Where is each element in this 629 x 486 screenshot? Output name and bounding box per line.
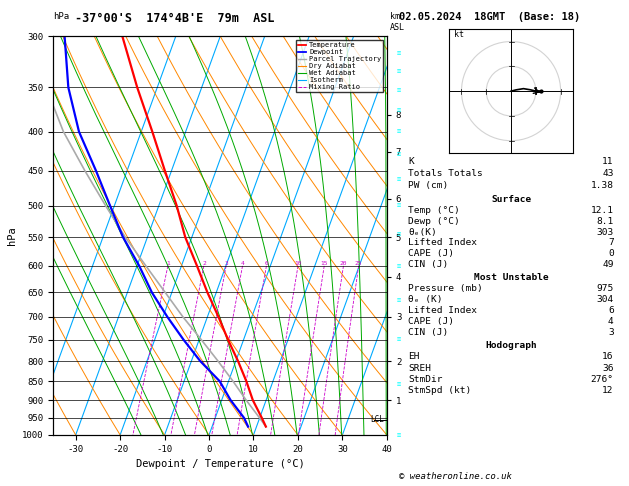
Text: 6: 6 <box>265 261 269 266</box>
Text: 276°: 276° <box>591 375 614 384</box>
Text: 12: 12 <box>603 386 614 395</box>
Text: ≡: ≡ <box>396 203 401 208</box>
Text: 0: 0 <box>608 249 614 258</box>
Y-axis label: hPa: hPa <box>7 226 17 245</box>
Text: Lifted Index: Lifted Index <box>408 238 477 247</box>
Text: ≡: ≡ <box>396 129 401 135</box>
Text: 36: 36 <box>603 364 614 373</box>
Text: ≡: ≡ <box>396 381 401 387</box>
Text: ≡: ≡ <box>396 176 401 182</box>
Text: 3: 3 <box>225 261 228 266</box>
Text: ≡: ≡ <box>396 107 401 113</box>
Text: LCL: LCL <box>370 415 384 424</box>
X-axis label: Dewpoint / Temperature (°C): Dewpoint / Temperature (°C) <box>136 459 304 469</box>
Text: 4: 4 <box>608 317 614 326</box>
Text: CAPE (J): CAPE (J) <box>408 317 454 326</box>
Legend: Temperature, Dewpoint, Parcel Trajectory, Dry Adiabat, Wet Adiabat, Isotherm, Mi: Temperature, Dewpoint, Parcel Trajectory… <box>296 40 383 92</box>
Text: 975: 975 <box>596 284 614 293</box>
Text: θₑ(K): θₑ(K) <box>408 227 437 237</box>
Text: PW (cm): PW (cm) <box>408 181 448 191</box>
Text: 10: 10 <box>294 261 302 266</box>
Text: ≡: ≡ <box>396 231 401 237</box>
Text: 7: 7 <box>608 238 614 247</box>
Text: 12.1: 12.1 <box>591 206 614 215</box>
Text: ≡: ≡ <box>396 51 401 56</box>
Text: CIN (J): CIN (J) <box>408 260 448 269</box>
Text: hPa: hPa <box>53 12 70 21</box>
Text: © weatheronline.co.uk: © weatheronline.co.uk <box>399 472 512 481</box>
Text: θₑ (K): θₑ (K) <box>408 295 443 304</box>
Text: -37°00'S  174°4B'E  79m  ASL: -37°00'S 174°4B'E 79m ASL <box>75 12 275 25</box>
Text: 8.1: 8.1 <box>596 217 614 226</box>
Text: EH: EH <box>408 352 420 362</box>
Text: 6: 6 <box>608 306 614 315</box>
Text: ≡: ≡ <box>396 263 401 269</box>
Text: Temp (°C): Temp (°C) <box>408 206 460 215</box>
Text: ≡: ≡ <box>396 432 401 438</box>
Text: 4: 4 <box>241 261 245 266</box>
Text: Surface: Surface <box>491 195 531 204</box>
Text: Most Unstable: Most Unstable <box>474 273 548 282</box>
Text: Lifted Index: Lifted Index <box>408 306 477 315</box>
Text: 1.38: 1.38 <box>591 181 614 191</box>
Text: kt: kt <box>454 30 464 38</box>
Text: 11: 11 <box>603 157 614 166</box>
Text: Totals Totals: Totals Totals <box>408 169 483 178</box>
Text: ≡: ≡ <box>396 87 401 93</box>
Text: ≡: ≡ <box>396 337 401 343</box>
Text: 43: 43 <box>603 169 614 178</box>
Text: km
ASL: km ASL <box>390 12 405 32</box>
Text: CIN (J): CIN (J) <box>408 328 448 337</box>
Text: 16: 16 <box>603 352 614 362</box>
Text: CAPE (J): CAPE (J) <box>408 249 454 258</box>
Text: 304: 304 <box>596 295 614 304</box>
Text: ≡: ≡ <box>396 69 401 74</box>
Text: 303: 303 <box>596 227 614 237</box>
Text: ≡: ≡ <box>396 298 401 304</box>
Text: SREH: SREH <box>408 364 431 373</box>
Text: 20: 20 <box>340 261 347 266</box>
Text: 02.05.2024  18GMT  (Base: 18): 02.05.2024 18GMT (Base: 18) <box>399 12 581 22</box>
Text: 49: 49 <box>603 260 614 269</box>
Text: ≡: ≡ <box>396 152 401 157</box>
Text: 25: 25 <box>355 261 362 266</box>
Text: 1: 1 <box>166 261 170 266</box>
Text: 3: 3 <box>608 328 614 337</box>
Text: 15: 15 <box>321 261 328 266</box>
Text: 2: 2 <box>202 261 206 266</box>
Text: Pressure (mb): Pressure (mb) <box>408 284 483 293</box>
Text: StmSpd (kt): StmSpd (kt) <box>408 386 472 395</box>
Text: Dewp (°C): Dewp (°C) <box>408 217 460 226</box>
Text: Hodograph: Hodograph <box>485 341 537 350</box>
Text: K: K <box>408 157 414 166</box>
Text: StmDir: StmDir <box>408 375 443 384</box>
